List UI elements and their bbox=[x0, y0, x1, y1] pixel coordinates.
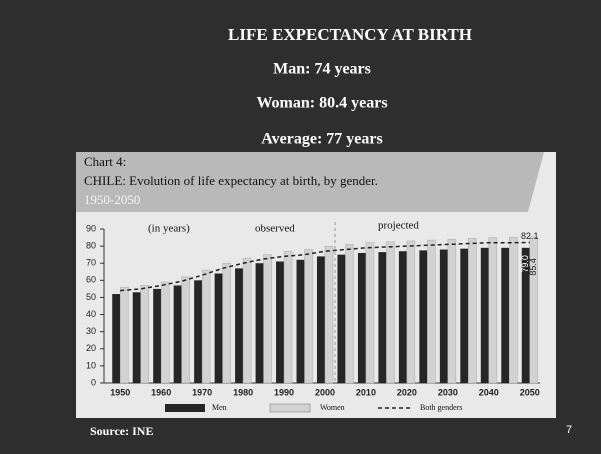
annotation: observed bbox=[255, 223, 295, 235]
bar bbox=[194, 280, 203, 383]
bar bbox=[222, 262, 231, 384]
bar bbox=[181, 276, 190, 384]
bar bbox=[439, 249, 448, 383]
bar bbox=[460, 248, 469, 383]
value-label: 85.4 bbox=[528, 258, 538, 276]
x-tick-label: 2050 bbox=[520, 387, 540, 397]
bar bbox=[378, 252, 387, 383]
y-tick-label: 30 bbox=[86, 326, 96, 336]
x-tick-label: 1950 bbox=[110, 387, 130, 397]
bar bbox=[357, 252, 366, 383]
chart-subtitle: 1950-2050 bbox=[84, 192, 140, 207]
bar bbox=[427, 239, 436, 384]
bar bbox=[132, 292, 141, 383]
bar bbox=[304, 249, 313, 384]
legend-label: Men bbox=[212, 403, 227, 412]
bar bbox=[214, 273, 223, 383]
bar bbox=[283, 250, 293, 384]
bar bbox=[153, 288, 162, 383]
slide-line: Man: 74 years bbox=[273, 61, 371, 78]
y-tick-label: 90 bbox=[86, 223, 96, 233]
bar bbox=[255, 263, 264, 383]
annotation: projected bbox=[378, 220, 419, 232]
bar bbox=[529, 236, 539, 384]
bar bbox=[242, 257, 252, 384]
bar bbox=[365, 242, 375, 384]
legend-swatch bbox=[269, 403, 311, 413]
x-tick-label: 2000 bbox=[315, 387, 335, 397]
y-tick-label: 50 bbox=[86, 292, 96, 302]
annotation: (in years) bbox=[148, 223, 190, 235]
bar bbox=[398, 251, 407, 383]
bar bbox=[521, 247, 530, 383]
y-tick-label: 80 bbox=[86, 240, 96, 250]
bar bbox=[201, 269, 211, 384]
slide-line: Average: 77 years bbox=[261, 131, 382, 148]
y-tick-label: 60 bbox=[86, 275, 96, 285]
y-tick-label: 70 bbox=[86, 258, 96, 268]
legend-swatch bbox=[165, 404, 205, 412]
chart-banner bbox=[76, 152, 544, 212]
bar bbox=[337, 254, 346, 383]
x-tick-label: 2040 bbox=[479, 387, 499, 397]
legend-label: Both genders bbox=[420, 403, 462, 412]
x-tick-label: 2030 bbox=[438, 387, 458, 397]
slide-line: Woman: 80.4 years bbox=[256, 95, 387, 112]
bar bbox=[386, 241, 395, 384]
value-label: 82.1 bbox=[521, 231, 539, 241]
bar bbox=[509, 236, 518, 384]
bar bbox=[419, 250, 428, 383]
chart-label: Chart 4: bbox=[84, 154, 126, 169]
bar bbox=[468, 238, 477, 384]
bar bbox=[324, 245, 334, 384]
value-label: 79.0 bbox=[520, 255, 530, 273]
x-tick-label: 2020 bbox=[397, 387, 417, 397]
slide-title: LIFE EXPECTANCY AT BIRTH bbox=[228, 25, 472, 44]
y-tick-label: 20 bbox=[86, 343, 96, 353]
bar bbox=[263, 254, 272, 384]
bar bbox=[140, 285, 149, 384]
x-tick-label: 1980 bbox=[233, 387, 253, 397]
bar bbox=[296, 259, 305, 383]
x-tick-label: 1970 bbox=[192, 387, 212, 397]
bar bbox=[112, 294, 121, 383]
source: Source: INE bbox=[90, 424, 153, 438]
bar bbox=[406, 240, 416, 384]
bar bbox=[447, 239, 457, 384]
bar bbox=[488, 237, 498, 384]
bar bbox=[501, 247, 510, 383]
line bbox=[120, 241, 530, 292]
x-tick-label: 2010 bbox=[356, 387, 376, 397]
bar bbox=[235, 268, 244, 383]
y-tick-label: 0 bbox=[91, 377, 96, 387]
x-tick-label: 1990 bbox=[274, 387, 294, 397]
chart-title: CHILE: Evolution of life expectancy at b… bbox=[84, 173, 378, 188]
bar bbox=[276, 261, 285, 383]
page-number: 7 bbox=[566, 424, 572, 436]
bar bbox=[173, 285, 182, 383]
y-tick-label: 40 bbox=[86, 309, 96, 319]
bar bbox=[480, 247, 489, 383]
bar bbox=[345, 244, 354, 384]
bar bbox=[160, 281, 170, 384]
x-tick-label: 1960 bbox=[151, 387, 171, 397]
bar bbox=[119, 286, 129, 384]
bar bbox=[317, 256, 325, 383]
y-tick-label: 10 bbox=[86, 360, 96, 370]
legend-label: Women bbox=[320, 403, 345, 412]
